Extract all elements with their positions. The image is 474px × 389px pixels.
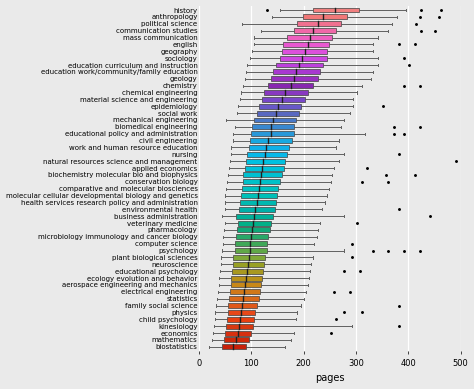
Bar [282, 49, 327, 54]
Bar [226, 324, 254, 329]
Bar [228, 310, 255, 315]
Bar [246, 159, 285, 164]
Bar [243, 179, 280, 184]
X-axis label: pages: pages [315, 373, 345, 384]
Bar [234, 255, 265, 260]
Bar [236, 234, 268, 239]
Bar [251, 131, 294, 136]
Bar [297, 21, 341, 26]
Bar [283, 42, 328, 47]
Bar [240, 200, 276, 205]
Bar [235, 248, 267, 253]
Bar [262, 97, 305, 102]
Bar [287, 35, 332, 40]
Bar [228, 303, 256, 308]
Bar [302, 14, 346, 19]
Bar [231, 275, 262, 280]
Bar [241, 193, 277, 198]
Bar [256, 110, 300, 116]
Bar [224, 337, 249, 342]
Bar [239, 207, 275, 212]
Bar [232, 269, 263, 273]
Bar [250, 138, 292, 143]
Bar [264, 90, 308, 95]
Bar [235, 241, 267, 246]
Bar [273, 69, 320, 74]
Bar [227, 317, 255, 322]
Bar [247, 152, 287, 157]
Bar [313, 7, 359, 12]
Bar [280, 56, 327, 61]
Bar [268, 83, 313, 88]
Bar [237, 221, 271, 226]
Bar [245, 166, 284, 170]
Bar [236, 214, 273, 219]
Bar [271, 76, 318, 81]
Bar [259, 104, 301, 109]
Bar [225, 331, 251, 335]
Bar [252, 124, 294, 129]
Bar [233, 262, 264, 267]
Bar [254, 117, 296, 123]
Bar [276, 63, 323, 67]
Bar [229, 296, 259, 301]
Bar [237, 228, 270, 232]
Bar [294, 28, 336, 33]
Bar [242, 186, 279, 191]
Bar [249, 145, 289, 150]
Bar [230, 289, 260, 294]
Bar [231, 282, 261, 287]
Bar [244, 172, 282, 177]
Bar [222, 344, 246, 349]
